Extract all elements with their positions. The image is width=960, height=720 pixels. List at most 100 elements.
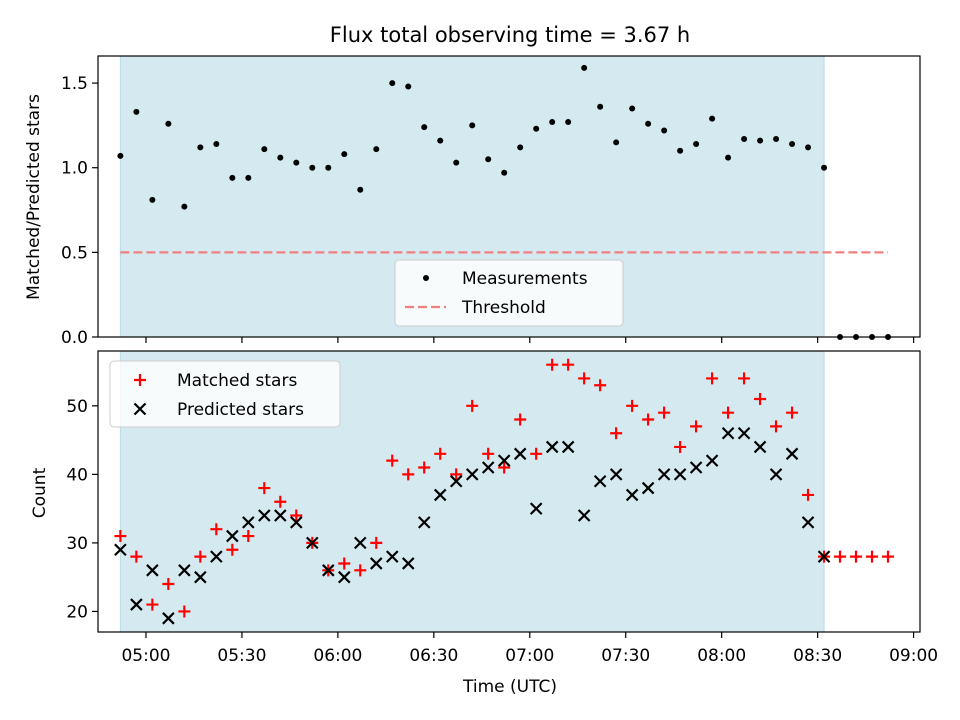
matched-point [690,420,703,433]
measurement-point [341,151,348,158]
y-tick-label: 30 [66,534,88,554]
measurement-point [453,159,460,166]
x-tick-label: 07:30 [601,646,650,666]
matched-point [434,447,447,460]
measurement-point [389,80,396,87]
measurement-point [117,152,124,159]
predicted-point [401,557,415,570]
matched-point [210,523,223,536]
matched-point [194,550,207,563]
y-tick-label: 0.5 [61,243,88,263]
predicted-point [130,598,143,611]
measurement-point [629,105,636,112]
matched-point [802,488,815,501]
matched-point [178,605,191,618]
matched-point [738,372,751,385]
measurement-point [581,64,588,71]
matched-point [770,420,783,433]
predicted-point [226,529,239,543]
predicted-point [817,550,831,563]
measurement-point [309,164,316,171]
measurement-point [421,124,428,131]
x-tick-label: 05:30 [217,646,266,666]
predicted-point [178,564,191,577]
measurement-point [293,159,300,166]
matched-point [146,598,159,611]
measurement-point [549,119,556,126]
predicted-point [593,474,607,488]
measurement-point [517,144,524,151]
measurement-point [213,141,220,148]
matched-point [338,557,351,570]
y-tick-label: 1.0 [61,159,88,179]
measurement-point [405,83,412,90]
predicted-point [641,481,655,495]
legend-measurement-label: Measurements [462,269,588,289]
x-tick-label: 06:00 [313,646,362,666]
measurement-point [693,141,700,148]
x-tick-label: 06:30 [409,646,458,666]
matched-point [658,406,671,419]
measurement-point [821,164,828,171]
legend-measurement-marker [423,275,429,281]
predicted-point [497,454,511,467]
predicted-point [242,516,255,529]
predicted-point [801,516,815,529]
matched-point [386,454,399,467]
predicted-point [417,516,431,529]
measurement-point [565,119,572,126]
predicted-point [481,461,495,474]
matched-point [530,447,543,460]
matched-point [242,530,255,543]
legend-threshold-label: Threshold [461,298,546,318]
matched-point [258,482,271,495]
predicted-point [433,488,447,502]
matched-point [610,427,623,440]
matched-point [546,358,559,371]
matched-point [130,550,143,563]
measurement-point [149,196,156,203]
chart-title: Flux total observing time = 3.67 h [330,23,690,47]
measurement-point [741,135,748,142]
plot-frame [97,55,921,338]
legend-predicted-marker [133,402,147,416]
measurement-point [725,154,732,161]
measurement-point [437,137,444,144]
measurement-point [469,122,476,129]
predicted-point [449,474,463,488]
matched-point [578,372,591,385]
legend-matched-marker [134,374,146,386]
matched-point [402,468,415,481]
measurement-point [677,147,684,154]
predicted-point [146,564,159,577]
bottom-legend: Matched stars Predicted stars [109,360,341,428]
predicted-point [529,502,543,515]
predicted-point [114,543,127,557]
matched-point [114,530,127,543]
y-tick-label: 20 [66,602,88,622]
matched-point [754,392,767,405]
measurement-point [613,139,620,146]
matched-point [722,406,735,419]
predicted-point [322,564,335,577]
measurement-point [485,156,492,163]
matched-point [642,413,655,426]
y-tick-label: 0.0 [61,328,88,348]
predicted-point [306,536,319,550]
y-tick-label: 1.5 [61,74,88,94]
bottom-y-axis-label: Count [30,467,50,518]
measurement-point [709,115,716,122]
predicted-point [721,426,735,440]
predicted-point [210,550,223,563]
matched-point [674,440,687,453]
matched-point [594,379,607,392]
predicted-point [705,454,719,467]
measurement-point [757,137,764,144]
legend-box [394,259,624,327]
legend-matched-label: Matched stars [177,371,297,391]
measurement-point [501,169,508,176]
predicted-point [673,468,687,481]
top-y-axis-label: Matched/Predicted stars [24,94,44,300]
predicted-point [258,509,271,522]
